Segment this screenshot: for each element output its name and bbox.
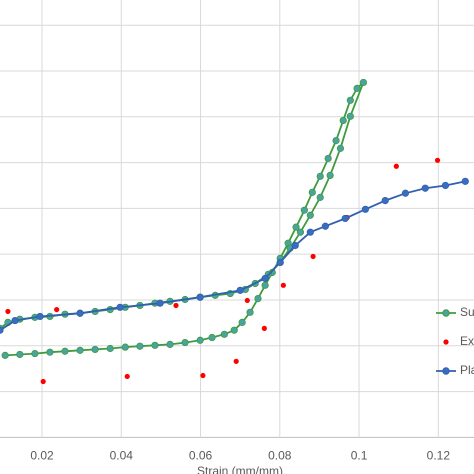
data-point (401, 189, 410, 197)
data-point (291, 241, 299, 250)
data-point (151, 341, 159, 349)
x-tick-label: 0.12 (427, 448, 451, 462)
data-point (40, 378, 46, 385)
data-point (261, 281, 269, 289)
legend-item: Ex (443, 334, 474, 348)
data-point (238, 318, 246, 327)
data-point (393, 163, 399, 169)
legend-swatch-marker (442, 367, 450, 375)
data-point (116, 303, 124, 311)
data-point (5, 308, 11, 315)
data-point (76, 346, 84, 354)
data-point (346, 112, 354, 120)
data-point (421, 184, 429, 192)
x-tick-label: 0.08 (268, 448, 292, 462)
data-point (54, 306, 60, 313)
data-point (181, 338, 189, 347)
data-point (461, 177, 469, 185)
data-point (46, 348, 54, 356)
legend-swatch-marker (443, 339, 449, 345)
data-point (220, 330, 228, 338)
legend-label: Su (460, 305, 474, 319)
x-tick-label: 0.06 (189, 448, 213, 462)
x-tick-label: 0.02 (30, 448, 54, 462)
data-point (316, 172, 324, 180)
data-point (341, 214, 349, 223)
data-point (359, 78, 368, 87)
series-line (0, 180, 466, 331)
data-point (276, 258, 284, 267)
data-point (233, 358, 239, 364)
data-point (306, 228, 314, 236)
data-point (321, 222, 329, 230)
legend-item: Pla (436, 363, 474, 377)
data-point (0, 326, 4, 334)
data-point (31, 349, 39, 358)
data-point (254, 294, 262, 303)
data-point (166, 340, 174, 348)
data-point (236, 286, 244, 294)
x-tick-label: 0.1 (351, 448, 368, 462)
legend-item: Su (436, 305, 474, 319)
data-point (156, 299, 164, 307)
data-point (196, 293, 204, 301)
data-point (200, 372, 206, 379)
data-point (361, 205, 370, 213)
data-point (121, 343, 129, 351)
data-point (246, 308, 254, 316)
data-point (76, 309, 84, 317)
data-point (300, 206, 308, 214)
data-point (336, 144, 345, 152)
data-point (441, 181, 450, 190)
data-point (434, 157, 441, 163)
data-point (292, 223, 300, 231)
data-point (11, 316, 19, 325)
data-point (339, 116, 347, 125)
data-point (308, 188, 316, 196)
data-point (36, 312, 44, 321)
data-point (261, 274, 269, 283)
data-point (196, 336, 204, 344)
data-point (381, 196, 389, 205)
data-point (261, 325, 267, 331)
data-point (296, 228, 305, 236)
data-point (306, 211, 314, 219)
data-point (353, 84, 361, 92)
data-point (326, 171, 334, 180)
data-point (324, 154, 332, 163)
data-point (230, 326, 238, 334)
data-point (106, 344, 114, 353)
data-point (280, 282, 286, 288)
legend-label: Pla (460, 363, 474, 377)
data-point (208, 333, 216, 342)
data-point (136, 342, 144, 350)
data-point (332, 136, 340, 145)
data-point (310, 253, 316, 260)
data-point (316, 193, 324, 201)
data-point (1, 351, 9, 359)
legend-swatch-marker (442, 309, 450, 317)
legend-label: Ex (460, 334, 474, 348)
x-tick-label: 0.04 (110, 448, 134, 462)
data-point (244, 297, 250, 304)
data-point (173, 302, 179, 309)
data-point (16, 350, 24, 359)
data-point (61, 347, 69, 355)
data-point (124, 373, 130, 380)
data-point (91, 345, 99, 354)
x-axis-label: Strain (mm/mm) (197, 464, 283, 474)
data-point (346, 96, 354, 104)
